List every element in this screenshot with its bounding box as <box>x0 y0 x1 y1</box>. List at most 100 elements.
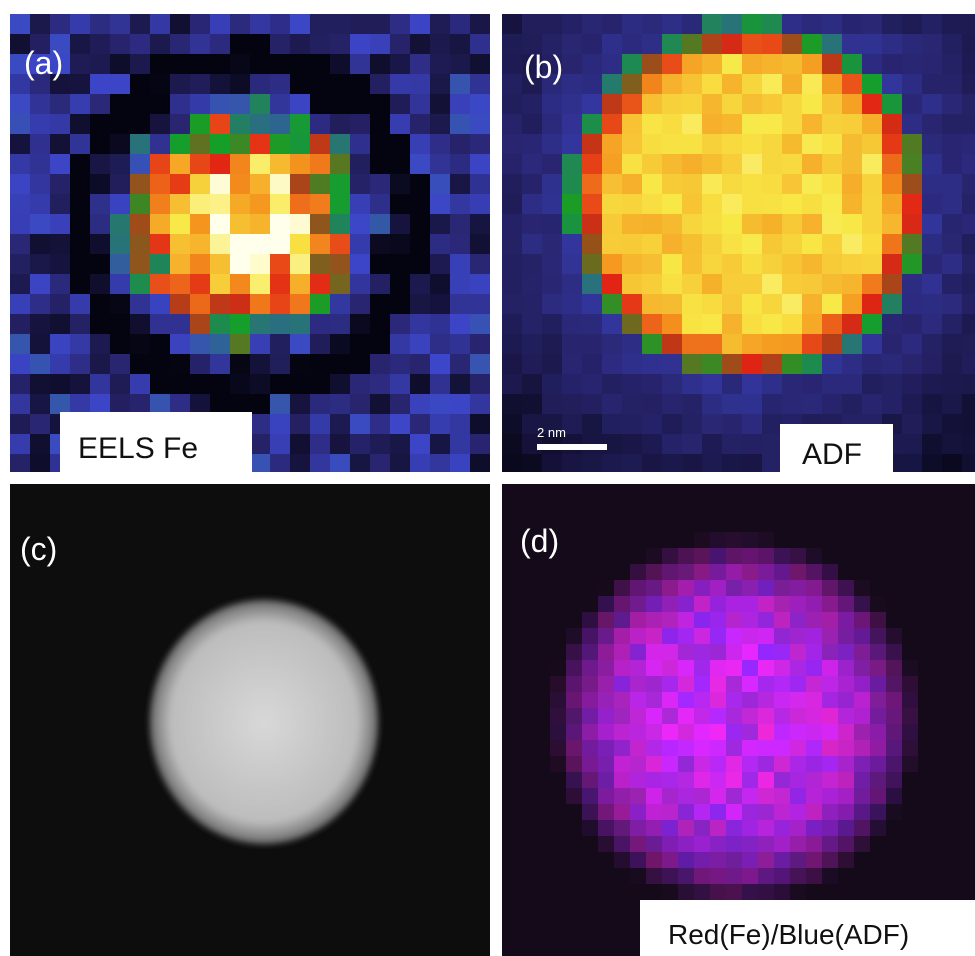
pixel <box>642 154 663 175</box>
pixel <box>110 334 131 355</box>
pixel <box>642 94 663 115</box>
pixel <box>310 234 331 255</box>
pixel <box>562 294 583 315</box>
pixel <box>350 254 371 275</box>
pixel <box>330 394 351 415</box>
pixel <box>130 34 151 55</box>
pixel <box>450 14 471 35</box>
pixel <box>534 596 551 613</box>
pixel <box>694 724 711 741</box>
pixel <box>470 334 491 355</box>
pixel <box>270 314 291 335</box>
pixel <box>350 214 371 235</box>
pixel <box>410 94 431 115</box>
pixel <box>522 194 543 215</box>
pixel <box>630 852 647 869</box>
panel-label: (c) <box>20 531 57 567</box>
pixel <box>722 234 743 255</box>
pixel <box>662 676 679 693</box>
pixel <box>250 454 271 475</box>
pixel <box>934 708 951 725</box>
pixel <box>90 274 111 295</box>
pixel <box>702 74 723 95</box>
pixel <box>870 868 887 885</box>
pixel <box>934 580 951 597</box>
pixel <box>646 628 663 645</box>
pixel <box>902 194 923 215</box>
pixel <box>566 900 583 917</box>
pixel <box>170 314 191 335</box>
pixel <box>502 214 523 235</box>
pixel <box>902 724 919 741</box>
pixel <box>822 374 843 395</box>
pixel <box>838 500 855 517</box>
pixel <box>870 708 887 725</box>
pixel <box>502 294 523 315</box>
pixel <box>210 94 231 115</box>
pixel <box>806 564 823 581</box>
pixel <box>566 836 583 853</box>
pixel <box>502 314 523 335</box>
pixel <box>550 660 567 677</box>
pixel <box>534 836 551 853</box>
pixel <box>886 756 903 773</box>
pixel <box>250 414 271 435</box>
pixel <box>350 14 371 35</box>
pixel <box>350 74 371 95</box>
pixel <box>758 628 775 645</box>
pixel <box>518 788 535 805</box>
pixel <box>870 564 887 581</box>
pixel <box>802 134 823 155</box>
pixel <box>330 314 351 335</box>
pixel <box>886 532 903 549</box>
pixel <box>10 294 31 315</box>
pixel <box>902 580 919 597</box>
pixel <box>758 756 775 773</box>
pixel <box>450 114 471 135</box>
pixel <box>522 334 543 355</box>
pixel <box>70 354 91 375</box>
pixel <box>902 454 923 475</box>
pixel <box>758 564 775 581</box>
pixel <box>522 234 543 255</box>
pixel <box>642 34 663 55</box>
pixel <box>150 134 171 155</box>
pixel <box>662 414 683 435</box>
pixel <box>630 724 647 741</box>
pixel <box>922 34 943 55</box>
pixel <box>694 676 711 693</box>
pixel <box>430 254 451 275</box>
pixel <box>762 294 783 315</box>
pixel <box>762 174 783 195</box>
pixel <box>598 596 615 613</box>
pixel <box>922 114 943 135</box>
pixel <box>934 772 951 789</box>
pixel <box>582 740 599 757</box>
pixel <box>566 564 583 581</box>
pixel <box>614 676 631 693</box>
pixel <box>682 374 703 395</box>
pixel <box>822 294 843 315</box>
pixel <box>150 394 171 415</box>
pixel <box>646 884 663 901</box>
pixel <box>942 274 963 295</box>
pixel <box>518 884 535 901</box>
pixel <box>110 314 131 335</box>
pixel <box>582 868 599 885</box>
pixel <box>882 74 903 95</box>
pixel <box>30 154 51 175</box>
pixel <box>838 660 855 677</box>
pixel <box>170 214 191 235</box>
pixel <box>862 114 883 135</box>
pixel <box>774 740 791 757</box>
pixel <box>966 628 975 645</box>
pixel <box>902 692 919 709</box>
pixel <box>30 314 51 335</box>
pixel <box>678 532 695 549</box>
pixel <box>622 234 643 255</box>
pixel <box>642 74 663 95</box>
pixel <box>614 740 631 757</box>
pixel <box>918 756 935 773</box>
pixel <box>70 394 91 415</box>
pixel <box>330 454 351 475</box>
